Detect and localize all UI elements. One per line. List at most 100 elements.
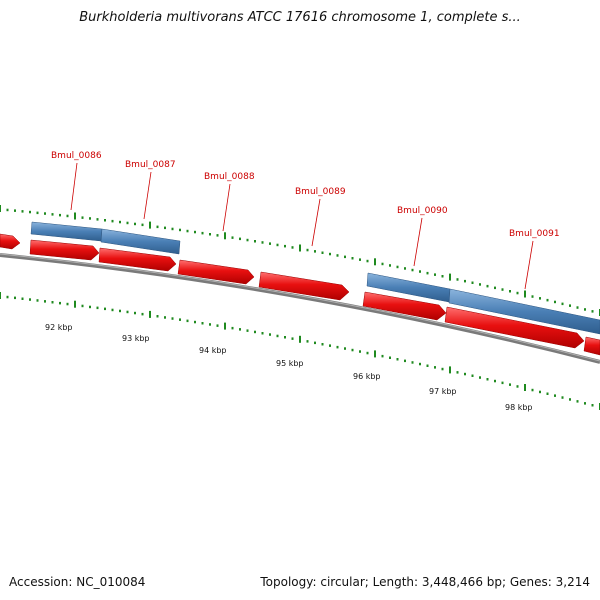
cds-arrow[interactable] bbox=[177, 259, 255, 285]
minor-tick bbox=[269, 333, 271, 336]
minor-tick bbox=[156, 225, 159, 229]
cds-arrow[interactable] bbox=[583, 336, 600, 356]
minor-tick bbox=[479, 376, 481, 379]
minor-tick bbox=[471, 281, 474, 284]
minor-tick bbox=[486, 378, 489, 381]
major-tick bbox=[449, 273, 451, 281]
minor-tick bbox=[426, 364, 429, 367]
cds-arrow[interactable] bbox=[0, 233, 21, 250]
minor-tick bbox=[126, 221, 129, 225]
minor-tick bbox=[111, 308, 114, 312]
major-tick bbox=[0, 292, 1, 299]
minor-tick bbox=[126, 310, 129, 314]
minor-tick bbox=[284, 244, 286, 248]
cds-arrow[interactable] bbox=[98, 247, 177, 272]
cds-arrow[interactable] bbox=[29, 239, 100, 261]
minor-tick bbox=[246, 238, 249, 242]
minor-tick bbox=[216, 234, 219, 237]
minor-tick bbox=[546, 392, 549, 395]
gene-feature[interactable] bbox=[100, 228, 181, 255]
gene-feature[interactable] bbox=[448, 288, 600, 335]
major-tick bbox=[224, 322, 226, 330]
minor-tick bbox=[479, 283, 481, 286]
minor-tick bbox=[321, 251, 324, 254]
minor-tick bbox=[471, 374, 474, 377]
major-tick bbox=[149, 310, 151, 318]
minor-tick bbox=[546, 298, 549, 302]
minor-tick bbox=[261, 332, 264, 335]
minor-tick bbox=[111, 219, 114, 223]
gene-label[interactable]: Bmul_0086 bbox=[51, 151, 102, 161]
major-tick bbox=[224, 232, 226, 240]
minor-tick bbox=[21, 210, 24, 213]
gene-label[interactable]: Bmul_0089 bbox=[295, 187, 346, 197]
gene-label[interactable]: Bmul_0091 bbox=[509, 229, 560, 239]
minor-tick bbox=[89, 217, 91, 220]
gene-label[interactable]: Bmul_0088 bbox=[204, 172, 255, 182]
minor-tick bbox=[81, 216, 84, 219]
minor-tick bbox=[434, 273, 436, 276]
minor-tick bbox=[29, 298, 31, 301]
minor-tick bbox=[509, 290, 511, 293]
minor-tick bbox=[6, 208, 9, 212]
minor-tick bbox=[104, 307, 106, 311]
gene-feature[interactable] bbox=[30, 221, 103, 242]
minor-tick bbox=[351, 257, 354, 260]
minor-tick bbox=[59, 301, 61, 305]
major-tick bbox=[299, 244, 301, 252]
minor-tick bbox=[329, 344, 331, 347]
minor-tick bbox=[201, 322, 204, 325]
minor-tick bbox=[344, 347, 346, 350]
minor-tick bbox=[584, 308, 586, 311]
genome-summary-text: Topology: circular; Length: 3,448,466 bp… bbox=[260, 575, 590, 589]
minor-tick bbox=[51, 213, 54, 216]
minor-tick bbox=[96, 218, 99, 221]
minor-tick bbox=[321, 343, 324, 346]
gene-track bbox=[30, 221, 600, 335]
minor-tick bbox=[194, 320, 196, 324]
minor-tick bbox=[569, 304, 571, 307]
minor-tick bbox=[209, 323, 211, 326]
page-title: Burkholderia multivorans ATCC 17616 chro… bbox=[79, 10, 521, 25]
minor-tick bbox=[291, 337, 294, 340]
minor-tick bbox=[51, 301, 54, 304]
cds-arrow[interactable] bbox=[362, 291, 447, 321]
major-tick bbox=[74, 212, 76, 220]
minor-tick bbox=[554, 300, 556, 304]
minor-tick bbox=[351, 348, 354, 352]
minor-tick bbox=[291, 246, 294, 249]
genome-backbone bbox=[0, 253, 600, 364]
minor-tick bbox=[171, 317, 174, 320]
kbp-label: 96 kbp bbox=[353, 372, 381, 381]
cds-arrow[interactable] bbox=[258, 271, 350, 301]
minor-tick bbox=[411, 268, 414, 272]
minor-tick bbox=[246, 329, 249, 332]
minor-tick bbox=[104, 219, 106, 222]
cds-arrow[interactable] bbox=[444, 306, 585, 349]
minor-tick bbox=[419, 270, 421, 273]
major-tick bbox=[299, 335, 301, 343]
gene-label-leaders bbox=[70, 162, 534, 290]
minor-tick bbox=[531, 295, 534, 298]
minor-tick bbox=[66, 214, 69, 218]
minor-tick bbox=[36, 299, 39, 302]
minor-tick bbox=[59, 213, 61, 217]
minor-tick bbox=[14, 296, 16, 300]
minor-tick bbox=[434, 366, 436, 369]
gene-label[interactable]: Bmul_0090 bbox=[397, 206, 448, 216]
minor-tick bbox=[6, 295, 9, 299]
minor-tick bbox=[576, 306, 579, 309]
major-tick bbox=[149, 221, 151, 229]
minor-tick bbox=[404, 267, 406, 270]
gene-label[interactable]: Bmul_0087 bbox=[125, 160, 176, 170]
minor-tick bbox=[89, 305, 91, 309]
minor-tick bbox=[156, 315, 159, 318]
minor-tick bbox=[66, 302, 69, 306]
minor-tick bbox=[464, 279, 466, 283]
kbp-label: 95 kbp bbox=[276, 359, 304, 368]
outer-tick-track bbox=[0, 205, 600, 316]
minor-tick bbox=[314, 341, 316, 345]
minor-tick bbox=[134, 222, 136, 226]
minor-tick bbox=[531, 388, 534, 392]
